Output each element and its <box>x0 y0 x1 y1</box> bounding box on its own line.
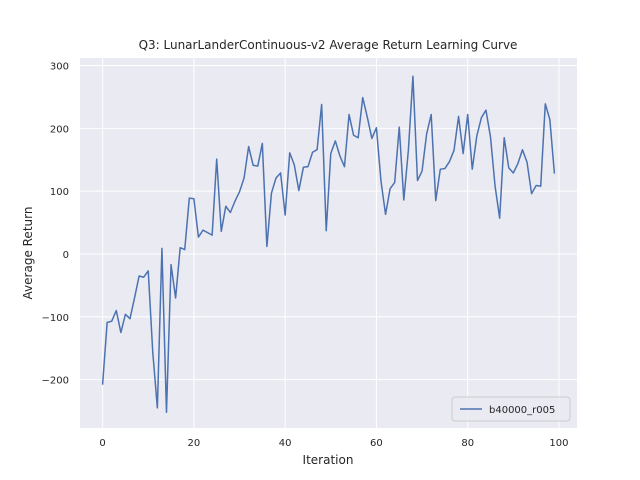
plot-area <box>80 58 577 428</box>
y-tick-label: 100 <box>50 187 69 198</box>
legend-label: b40000_r005 <box>489 405 555 416</box>
x-tick-label: 40 <box>279 438 292 449</box>
x-tick-label: 20 <box>188 438 201 449</box>
x-tick-label: 80 <box>461 438 474 449</box>
y-tick-label: −200 <box>42 376 69 387</box>
x-tick-label: 0 <box>99 438 105 449</box>
y-tick-label: −100 <box>42 313 69 324</box>
y-axis-label: Average Return <box>21 207 35 300</box>
chart-title: Q3: LunarLanderContinuous-v2 Average Ret… <box>139 38 518 52</box>
series-lines <box>101 75 556 414</box>
x-tick-label: 60 <box>370 438 383 449</box>
y-tick-label: 200 <box>50 124 69 135</box>
legend: b40000_r005 <box>451 396 571 422</box>
legend-box <box>451 396 571 422</box>
x-axis-label: Iteration <box>303 453 354 467</box>
y-tick-label: 0 <box>63 250 69 261</box>
y-tick-labels: −200 −100 0 100 200 300 <box>42 62 69 387</box>
series-line <box>101 75 556 414</box>
x-tick-labels: 0 20 40 60 80 100 <box>99 438 568 449</box>
x-tick-label: 100 <box>549 438 568 449</box>
y-tick-label: 300 <box>50 62 69 73</box>
